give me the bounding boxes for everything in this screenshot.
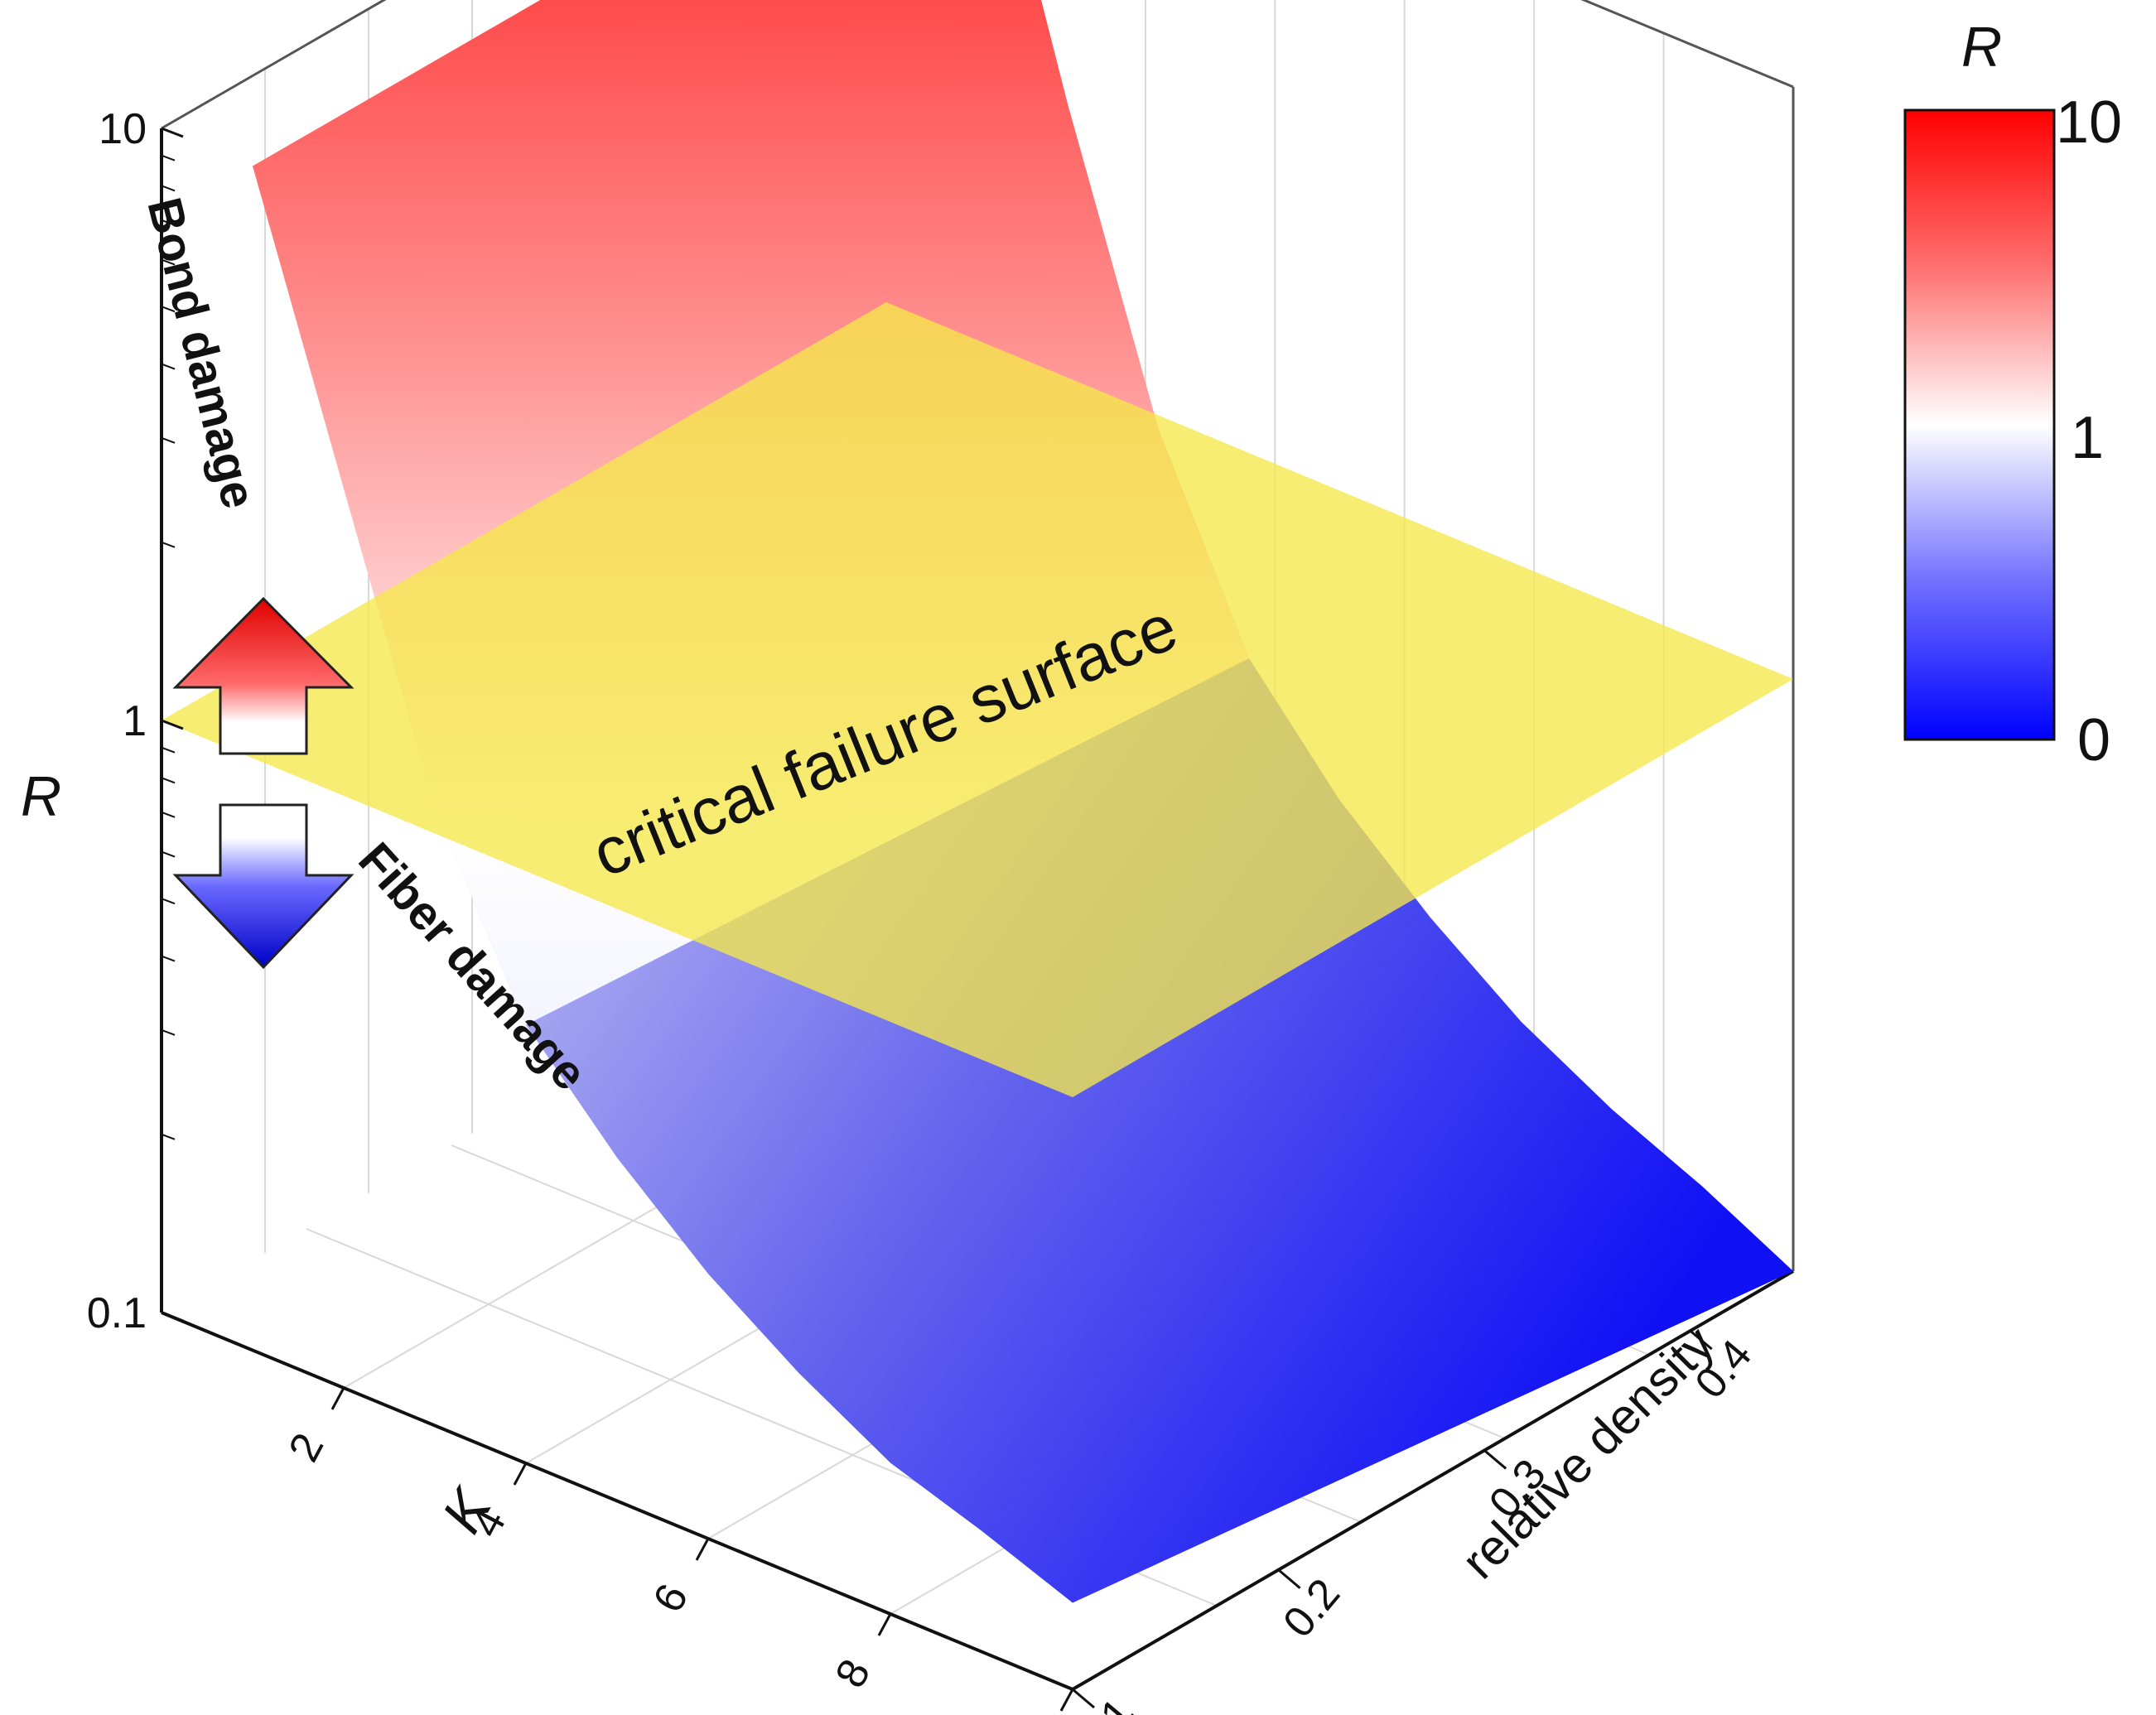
z-minor-tick [161, 955, 176, 962]
colorbar-label-min: 0 [2077, 707, 2110, 773]
surfaces [162, 0, 1793, 1603]
k-tick [695, 1538, 710, 1561]
z-tick-label: 0.1 [87, 1289, 147, 1337]
z-minor-tick [161, 154, 176, 161]
k-tick-label: 8 [827, 1652, 880, 1696]
z-minor-tick [161, 306, 176, 313]
density-tick [1483, 1449, 1507, 1470]
k-axis-line [161, 1311, 1073, 1691]
bond-damage-arrow-icon [172, 596, 355, 755]
z-minor-tick [161, 541, 176, 548]
z-major-tick [161, 127, 184, 138]
k-tick-label: 2 [280, 1426, 334, 1470]
density-tick [1277, 1568, 1301, 1589]
fiber-damage-arrow-icon [172, 803, 355, 970]
k-tick [1059, 1689, 1074, 1712]
density-tick-label: 0.2 [1274, 1570, 1349, 1647]
k-tick [330, 1387, 345, 1410]
k-tick [513, 1462, 528, 1486]
z-minor-tick [161, 746, 176, 754]
z-tick-label: 1 [123, 697, 147, 745]
bond-damage-label: Bond damage [137, 192, 266, 513]
z-minor-tick [161, 363, 176, 370]
density-tick-label: 0.1 [1068, 1689, 1144, 1715]
z-minor-tick [161, 258, 176, 266]
z-major-tick [161, 719, 184, 730]
z-major-tick [161, 1311, 184, 1322]
colorbar-title: R [1961, 16, 2002, 79]
colorbar-label-max: 10 [2056, 89, 2122, 156]
k-tick [877, 1613, 892, 1636]
z-minor-tick [161, 1133, 176, 1140]
density-tick [1072, 1688, 1095, 1709]
z-axis-title: R [21, 765, 61, 828]
z-minor-tick [161, 185, 176, 192]
z-minor-tick [161, 436, 176, 444]
colorbar-label-mid: 1 [2071, 405, 2104, 471]
density-tick [1689, 1329, 1713, 1351]
z-minor-tick [161, 777, 176, 784]
z-minor-tick [161, 850, 176, 858]
critical-failure-plane [162, 302, 1793, 1097]
colorbar [1903, 108, 2056, 741]
z-tick-label: 10 [99, 105, 147, 153]
z-minor-tick [161, 811, 176, 818]
k-tick-label: 6 [644, 1577, 698, 1621]
z-minor-tick [161, 219, 176, 226]
z-minor-tick [161, 1029, 176, 1036]
density-axis-line [1071, 1269, 1795, 1691]
z-minor-tick [161, 898, 176, 905]
